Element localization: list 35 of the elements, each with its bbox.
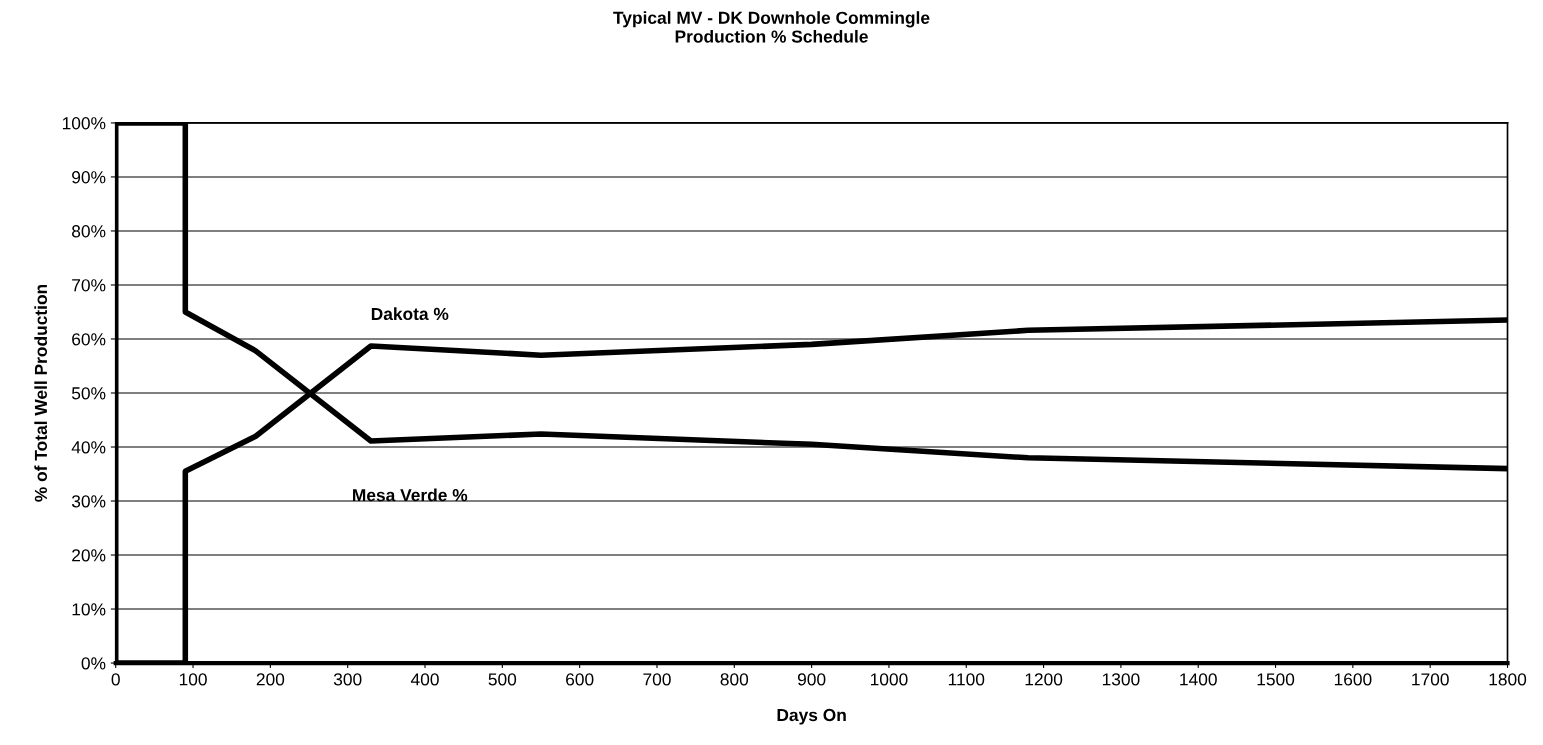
y-tick-label: 10%: [72, 603, 106, 616]
x-tick-label: 600: [566, 673, 594, 686]
x-axis-title: Days On: [777, 708, 846, 725]
x-tick-label: 400: [410, 673, 439, 686]
text: Mesa Verde %: [353, 488, 468, 502]
y-tick-label: 20%: [72, 549, 106, 562]
series-label: Dakota %: [371, 307, 449, 321]
x-tick-label: 1200: [1025, 673, 1063, 686]
x-tick-label: 300: [333, 673, 362, 686]
x-tick-label: 900: [797, 673, 826, 686]
x-tick-label: 200: [256, 673, 285, 686]
chart-title: Typical MV - DK Downhole Commingle Production % Schedule: [613, 11, 930, 43]
x-tick-label: 1100: [948, 673, 985, 686]
y-tick-label: 40%: [71, 441, 106, 454]
x-tick-label: 0: [111, 673, 120, 686]
y-tick-label: 90%: [72, 171, 106, 184]
x-tick-label: 1400: [1180, 673, 1217, 686]
y-tick-label: 70%: [72, 279, 106, 292]
x-tick-label: 1300: [1102, 673, 1140, 686]
y-axis-title: % of Total Well Production: [34, 284, 48, 502]
y-tick-label: 100%: [62, 117, 106, 130]
y-tick-label: 0%: [81, 657, 106, 670]
x-tick-label: 500: [488, 673, 517, 686]
x-tick-label: 1000: [870, 673, 908, 686]
y-tick-label: 50%: [71, 387, 106, 400]
y-tick-label: 80%: [72, 225, 106, 238]
x-tick-label: 700: [643, 673, 671, 686]
x-tick-label: 1800: [1489, 673, 1527, 686]
x-tick-label: 800: [720, 673, 749, 686]
x-tick-label: 100: [179, 673, 207, 686]
x-tick-label: 1500: [1257, 673, 1295, 686]
y-tick-label: 60%: [72, 333, 106, 346]
x-tick-label: 1700: [1412, 673, 1449, 686]
x-tick-label: 1600: [1334, 673, 1372, 686]
y-tick-label: 30%: [71, 495, 106, 508]
